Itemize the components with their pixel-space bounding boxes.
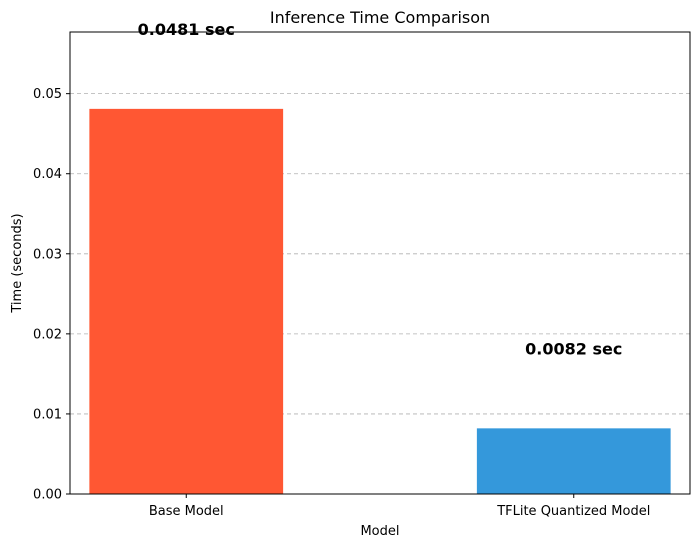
x-tick-label: TFLite Quantized Model xyxy=(496,504,650,519)
x-axis-title: Model xyxy=(360,524,399,539)
bars xyxy=(89,108,671,495)
y-tick-label: 0.05 xyxy=(33,87,62,102)
x-tick-label: Base Model xyxy=(149,504,224,519)
bar-base-model xyxy=(89,108,284,495)
data-label: 0.0082 sec xyxy=(525,339,622,358)
data-label: 0.0481 sec xyxy=(138,20,235,39)
y-tick-label: 0.00 xyxy=(33,488,62,503)
data-labels: 0.0481 sec 0.0082 sec xyxy=(138,20,623,358)
bar-tflite-quantized-model xyxy=(476,428,671,494)
y-tick-label: 0.03 xyxy=(33,247,62,262)
y-tick-label: 0.04 xyxy=(33,167,62,182)
plot-frame xyxy=(69,31,691,495)
y-tick-label: 0.02 xyxy=(33,327,62,342)
y-axis-title: Time (seconds) xyxy=(10,213,25,313)
axes: 0.00 0.01 0.02 0.03 0.04 0.05 Base Model TFLite… xyxy=(33,87,650,519)
chart-title: Inference Time Comparison xyxy=(270,8,490,27)
y-tick-label: 0.01 xyxy=(33,407,62,422)
grid-lines xyxy=(70,93,690,415)
